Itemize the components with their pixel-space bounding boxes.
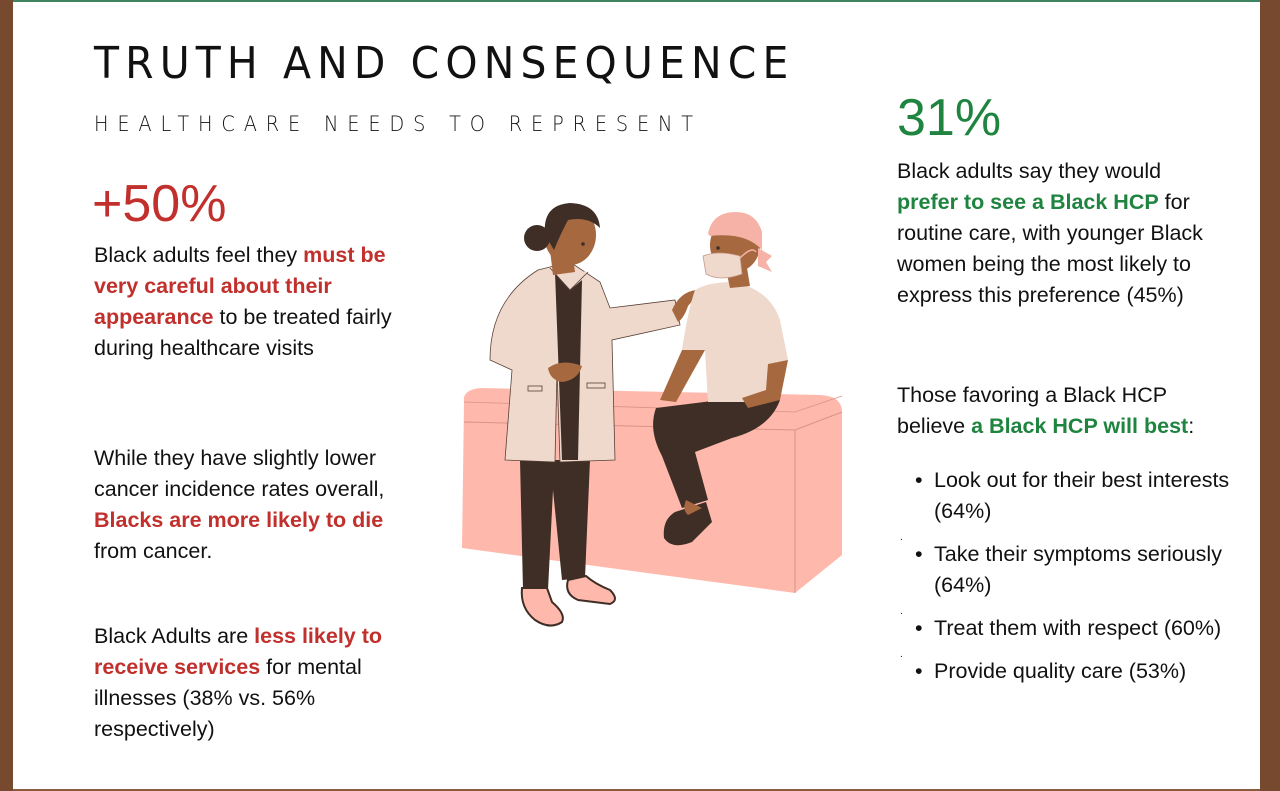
frame-bottom-border (13, 789, 1260, 791)
doctor-patient-illustration (462, 203, 843, 627)
text: Black adults feel they (94, 243, 304, 267)
text: for routine care, with younger Black wom… (897, 190, 1203, 307)
frame-right-border (1260, 0, 1280, 791)
highlight-text: must be very careful about their appeara… (94, 243, 386, 329)
text: Those favoring a Black HCP believe (897, 383, 1167, 438)
page-title: TRUTH AND CONSEQUENCE (94, 38, 795, 89)
text: Black adults say they would (897, 159, 1162, 183)
text: for mental illnesses (38% vs. 56% respec… (94, 655, 362, 741)
list-item-text: Provide quality care (53%) (934, 659, 1187, 683)
preference-paragraph: Black adults say they would prefer to se… (897, 156, 1217, 311)
text: While they have slightly lower cancer in… (94, 446, 385, 501)
list-item-text: Look out for their best interests (64%) (934, 468, 1230, 523)
list-item: • Look out for their best interests (64%… (897, 465, 1237, 543)
mental-health-paragraph: Black Adults are less likely to receive … (94, 621, 414, 745)
bullet-icon: • (915, 542, 923, 566)
doctor-figure (489, 203, 696, 627)
separator-dot: . (900, 532, 903, 543)
text: : (1188, 414, 1195, 438)
text: Black Adults are (94, 624, 255, 648)
page-subtitle: HEALTHCARE NEEDS TO REPRESENT (94, 112, 702, 136)
highlight-text: a Black HCP will best (971, 414, 1189, 438)
belief-list: • Look out for their best interests (64%… (897, 465, 1237, 699)
highlight-text: prefer to see a Black HCP (897, 190, 1159, 214)
appearance-paragraph: Black adults feel they must be very care… (94, 240, 404, 364)
text: to be treated fairly during healthcare v… (94, 305, 392, 360)
stat-31-percent: 31% (897, 89, 1002, 147)
list-item: • Treat them with respect (60%) . (897, 613, 1237, 660)
separator-dot: . (900, 649, 903, 660)
belief-paragraph: Those favoring a Black HCP believe a Bla… (897, 380, 1237, 442)
list-item-text: Take their symptoms seriously (64%) (934, 542, 1222, 597)
frame-left-border (0, 0, 13, 791)
separator-dot: . (900, 606, 903, 617)
list-item: • Provide quality care (53%) (897, 656, 1237, 687)
highlight-text: Blacks are more likely to die (94, 508, 384, 532)
bullet-icon: • (915, 659, 923, 683)
frame-top-border (13, 0, 1260, 2)
text: from cancer. (94, 539, 213, 563)
highlight-text: less likely to receive services (94, 624, 383, 679)
bullet-icon: • (915, 616, 923, 640)
cancer-paragraph: While they have slightly lower cancer in… (94, 443, 414, 567)
stat-plus-50-percent: +50% (92, 175, 227, 233)
patient-figure (653, 212, 788, 546)
list-item-text: Treat them with respect (60%) (934, 616, 1222, 640)
bullet-icon: • (915, 468, 923, 492)
list-item: • Take their symptoms seriously (64%) . (897, 539, 1237, 617)
